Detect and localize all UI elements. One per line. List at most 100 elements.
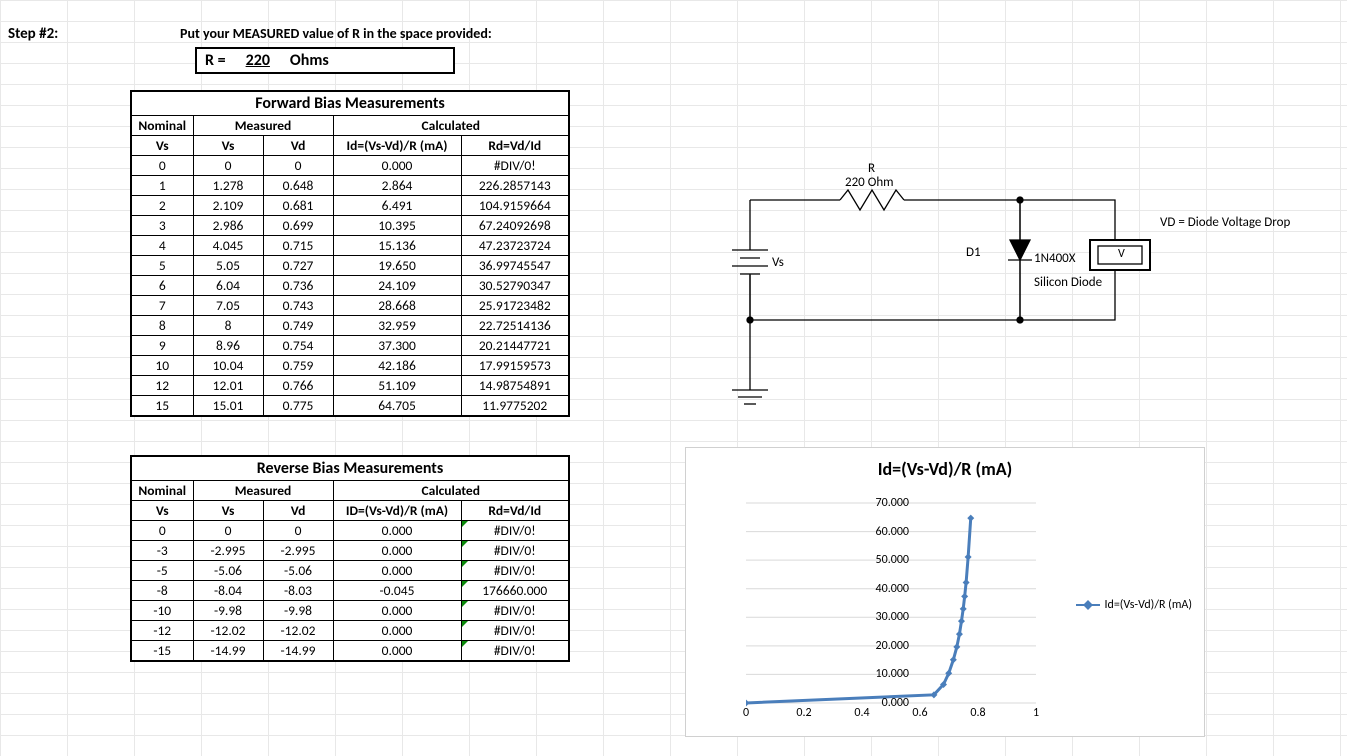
table-cell[interactable]: 11.9775202 bbox=[461, 395, 569, 416]
table-cell[interactable]: 12.01 bbox=[193, 375, 263, 395]
table-cell[interactable]: -9.98 bbox=[263, 600, 333, 620]
table-cell[interactable]: 0 bbox=[193, 520, 263, 540]
table-cell[interactable]: 10 bbox=[131, 355, 193, 375]
table-row[interactable]: -3-2.995-2.9950.000#DIV/0! bbox=[131, 540, 569, 560]
table-row[interactable]: -12-12.02-12.020.000#DIV/0! bbox=[131, 620, 569, 640]
table-cell[interactable]: 2 bbox=[131, 195, 193, 215]
table-cell[interactable]: 2.864 bbox=[333, 175, 461, 195]
table-row[interactable]: 77.050.74328.66825.91723482 bbox=[131, 295, 569, 315]
table-row[interactable]: 0000.000#DIV/0! bbox=[131, 520, 569, 540]
table-cell[interactable]: 0 bbox=[263, 155, 333, 175]
table-cell[interactable]: -12 bbox=[131, 620, 193, 640]
table-cell[interactable]: 25.91723482 bbox=[461, 295, 569, 315]
table-cell[interactable]: -2.995 bbox=[193, 540, 263, 560]
table-cell[interactable]: -10 bbox=[131, 600, 193, 620]
table-row[interactable]: 1010.040.75942.18617.99159573 bbox=[131, 355, 569, 375]
table-cell[interactable]: 8 bbox=[131, 315, 193, 335]
table-cell[interactable]: 12 bbox=[131, 375, 193, 395]
table-row[interactable]: 1212.010.76651.10914.98754891 bbox=[131, 375, 569, 395]
table-row[interactable]: -15-14.99-14.990.000#DIV/0! bbox=[131, 640, 569, 661]
table-cell[interactable]: 0.648 bbox=[263, 175, 333, 195]
table-cell[interactable]: 7.05 bbox=[193, 295, 263, 315]
table-cell[interactable]: 20.21447721 bbox=[461, 335, 569, 355]
table-cell[interactable]: 4 bbox=[131, 235, 193, 255]
table-cell[interactable]: -8.03 bbox=[263, 580, 333, 600]
table-cell[interactable]: 32.959 bbox=[333, 315, 461, 335]
table-cell[interactable]: 0.736 bbox=[263, 275, 333, 295]
table-cell[interactable]: 0.000 bbox=[333, 560, 461, 580]
table-cell[interactable]: #DIV/0! bbox=[461, 560, 569, 580]
table-cell[interactable]: 6 bbox=[131, 275, 193, 295]
table-cell[interactable]: 0.000 bbox=[333, 520, 461, 540]
table-cell[interactable]: -12.02 bbox=[263, 620, 333, 640]
table-cell[interactable]: 37.300 bbox=[333, 335, 461, 355]
table-cell[interactable]: 0.715 bbox=[263, 235, 333, 255]
table-cell[interactable]: 0.754 bbox=[263, 335, 333, 355]
table-cell[interactable]: 15 bbox=[131, 395, 193, 416]
table-cell[interactable]: #DIV/0! bbox=[461, 620, 569, 640]
table-cell[interactable]: -5.06 bbox=[193, 560, 263, 580]
table-cell[interactable]: 0.749 bbox=[263, 315, 333, 335]
table-row[interactable]: -5-5.06-5.060.000#DIV/0! bbox=[131, 560, 569, 580]
table-cell[interactable]: 64.705 bbox=[333, 395, 461, 416]
table-cell[interactable]: #DIV/0! bbox=[461, 640, 569, 661]
table-cell[interactable]: -8 bbox=[131, 580, 193, 600]
table-cell[interactable]: 42.186 bbox=[333, 355, 461, 375]
table-cell[interactable]: 0.000 bbox=[333, 600, 461, 620]
table-cell[interactable]: -8.04 bbox=[193, 580, 263, 600]
table-row[interactable]: 32.9860.69910.39567.24092698 bbox=[131, 215, 569, 235]
table-cell[interactable]: 6.04 bbox=[193, 275, 263, 295]
table-cell[interactable]: 5 bbox=[131, 255, 193, 275]
table-cell[interactable]: #DIV/0! bbox=[461, 540, 569, 560]
table-cell[interactable]: 47.23723724 bbox=[461, 235, 569, 255]
table-cell[interactable]: #DIV/0! bbox=[461, 520, 569, 540]
table-row[interactable]: 22.1090.6816.491104.9159664 bbox=[131, 195, 569, 215]
table-cell[interactable]: 0.000 bbox=[333, 540, 461, 560]
table-cell[interactable]: 0.727 bbox=[263, 255, 333, 275]
table-cell[interactable]: 0.000 bbox=[333, 620, 461, 640]
table-row[interactable]: 98.960.75437.30020.21447721 bbox=[131, 335, 569, 355]
table-cell[interactable]: 8 bbox=[193, 315, 263, 335]
table-cell[interactable]: 2.109 bbox=[193, 195, 263, 215]
table-cell[interactable]: 15.01 bbox=[193, 395, 263, 416]
table-cell[interactable]: 4.045 bbox=[193, 235, 263, 255]
table-cell[interactable]: 104.9159664 bbox=[461, 195, 569, 215]
table-cell[interactable]: 17.99159573 bbox=[461, 355, 569, 375]
table-cell[interactable]: 0.759 bbox=[263, 355, 333, 375]
table-row[interactable]: 66.040.73624.10930.52790347 bbox=[131, 275, 569, 295]
table-cell[interactable]: 15.136 bbox=[333, 235, 461, 255]
table-cell[interactable]: #DIV/0! bbox=[461, 155, 569, 175]
table-cell[interactable]: -14.99 bbox=[193, 640, 263, 661]
table-row[interactable]: 55.050.72719.65036.99745547 bbox=[131, 255, 569, 275]
table-cell[interactable]: 14.98754891 bbox=[461, 375, 569, 395]
table-cell[interactable]: 0 bbox=[263, 520, 333, 540]
table-cell[interactable]: -12.02 bbox=[193, 620, 263, 640]
table-cell[interactable]: 0 bbox=[131, 155, 193, 175]
table-cell[interactable]: 36.99745547 bbox=[461, 255, 569, 275]
table-row[interactable]: -8-8.04-8.03-0.045176660.000 bbox=[131, 580, 569, 600]
table-cell[interactable]: 9 bbox=[131, 335, 193, 355]
table-cell[interactable]: 28.668 bbox=[333, 295, 461, 315]
table-cell[interactable]: 0 bbox=[193, 155, 263, 175]
table-cell[interactable]: 10.04 bbox=[193, 355, 263, 375]
table-cell[interactable]: 19.650 bbox=[333, 255, 461, 275]
table-cell[interactable]: 3 bbox=[131, 215, 193, 235]
table-cell[interactable]: 226.2857143 bbox=[461, 175, 569, 195]
table-cell[interactable]: -5.06 bbox=[263, 560, 333, 580]
table-row[interactable]: 880.74932.95922.72514136 bbox=[131, 315, 569, 335]
table-row[interactable]: 44.0450.71515.13647.23723724 bbox=[131, 235, 569, 255]
table-cell[interactable]: 0.000 bbox=[333, 640, 461, 661]
r-value-input[interactable]: 220 bbox=[246, 51, 270, 70]
table-cell[interactable]: -5 bbox=[131, 560, 193, 580]
table-cell[interactable]: 8.96 bbox=[193, 335, 263, 355]
table-cell[interactable]: 7 bbox=[131, 295, 193, 315]
table-cell[interactable]: 6.491 bbox=[333, 195, 461, 215]
table-cell[interactable]: -9.98 bbox=[193, 600, 263, 620]
table-cell[interactable]: -3 bbox=[131, 540, 193, 560]
table-cell[interactable]: 176660.000 bbox=[461, 580, 569, 600]
table-cell[interactable]: #DIV/0! bbox=[461, 600, 569, 620]
table-cell[interactable]: 10.395 bbox=[333, 215, 461, 235]
table-cell[interactable]: 0.766 bbox=[263, 375, 333, 395]
table-cell[interactable]: 51.109 bbox=[333, 375, 461, 395]
table-cell[interactable]: 0.743 bbox=[263, 295, 333, 315]
